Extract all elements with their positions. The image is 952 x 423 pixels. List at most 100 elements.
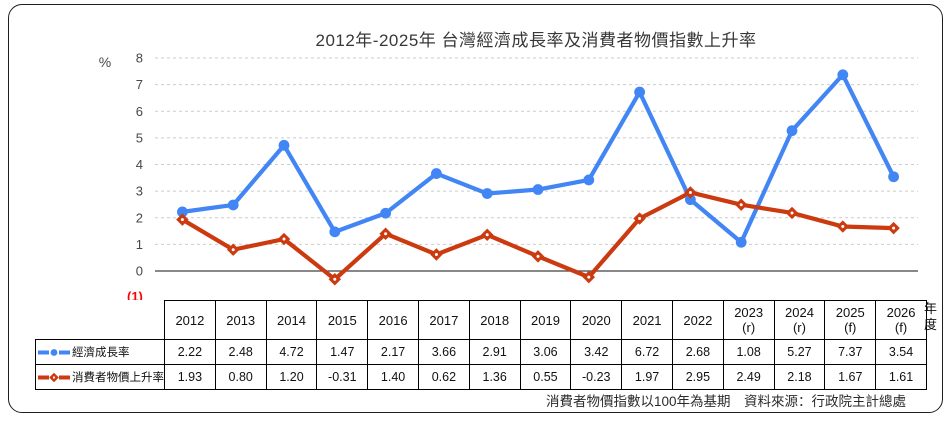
data-point-diamond-dot — [434, 252, 438, 256]
value-cell: 3.66 — [417, 339, 470, 365]
footnote: 消費者物價指數以100年為基期 資料來源：行政院主計總處 — [545, 394, 906, 409]
data-point-circle — [380, 207, 391, 219]
value-cell: 0.55 — [519, 364, 572, 390]
year-header-cell: 2023 (r) — [722, 300, 775, 340]
cpi-series-line — [180, 190, 896, 282]
y-tick-label: 5 — [136, 130, 143, 145]
line-chart: 0 1 2 3 4 5 6 7 8% — [99, 51, 918, 286]
data-point-circle — [837, 69, 849, 81]
value-cell: 4.72 — [265, 339, 318, 365]
y-tick-label: 2 — [136, 210, 143, 225]
year-header-cell: 2022 — [671, 300, 724, 340]
year-header-cell: 2019 — [519, 300, 572, 340]
value-cell: 0.80 — [214, 364, 267, 390]
year-header-cell: 2024 (r) — [773, 300, 826, 340]
legend-icon-part — [38, 375, 49, 379]
value-cell: 1.67 — [824, 364, 877, 390]
card-border — [8, 4, 943, 413]
year-header-cell: 2012 — [164, 300, 216, 340]
value-cell: 2.49 — [722, 364, 775, 390]
cpi-data-row: 消費者物價上升率 1.93 0.80 1.20 -0.31 1.40 0.62 1.36 0.5… — [35, 364, 927, 390]
year-header-cell: 2025 (f) — [824, 300, 877, 340]
data-point-diamond-dot — [739, 203, 743, 207]
growth-series-line — [180, 72, 896, 245]
legend-icon-part — [59, 375, 70, 379]
year-header-cell: 2014 — [265, 300, 318, 340]
table-corner-cell — [36, 301, 165, 340]
year-header-cell: 2017 — [417, 300, 470, 340]
data-point-circle — [481, 188, 493, 199]
y-tick-label: 1 — [136, 237, 143, 252]
data-point-diamond-dot — [180, 218, 184, 222]
value-cell: 3.06 — [519, 339, 572, 365]
data-point-diamond-dot — [688, 190, 692, 194]
value-cell: -0.23 — [570, 364, 623, 390]
value-cell: 6.72 — [621, 339, 673, 365]
value-cell: 0.62 — [417, 364, 470, 390]
value-cell: 2.91 — [468, 339, 521, 365]
chart-title: 2012年-2025年 台灣經濟成長率及消費者物價指數上升率 — [315, 31, 757, 50]
data-point-circle — [177, 206, 188, 218]
y-tick-label: 0 — [136, 264, 143, 279]
data-point-diamond-dot — [384, 232, 388, 236]
value-cell: 1.08 — [722, 339, 775, 365]
legend-icon-part — [52, 375, 56, 379]
value-cell: 3.54 — [875, 339, 927, 365]
value-cell: 1.20 — [265, 364, 318, 390]
value-cell: 5.27 — [773, 339, 826, 365]
year-header-cell: 2018 — [468, 300, 521, 340]
value-cell: 1.97 — [621, 364, 673, 390]
value-cell: 2.48 — [214, 339, 267, 365]
value-cell: 1.61 — [875, 364, 927, 390]
cpi-legend-icon — [38, 372, 70, 382]
data-point-diamond-dot — [485, 233, 489, 237]
data-point-circle — [685, 194, 696, 206]
data-point-circle — [888, 171, 899, 183]
year-header-cell: 2021 — [621, 300, 673, 340]
growth-data-row: 經濟成長率 2.22 2.48 4.72 1.47 2.17 3.66 2.91 3.06 3.4… — [35, 339, 927, 365]
year-header-cell: 2026 (f) — [875, 300, 927, 340]
data-point-circle — [735, 236, 747, 248]
series-legend-cell: 消費者物價上升率 — [35, 364, 165, 390]
series-name: 消費者物價上升率 — [72, 372, 164, 384]
value-cell: 1.47 — [316, 339, 369, 365]
series-name: 經濟成長率 — [72, 347, 130, 359]
y-tick-label: 3 — [136, 184, 143, 199]
data-point-diamond-dot — [282, 237, 286, 241]
y-tick-label: 4 — [136, 157, 143, 172]
data-point-circle — [278, 139, 290, 151]
data-point-diamond-dot — [333, 277, 337, 281]
y-axis-unit-label: % — [99, 54, 111, 70]
data-point-diamond-dot — [892, 226, 896, 230]
data-point-circle — [227, 199, 239, 211]
value-cell: 2.68 — [671, 339, 724, 365]
data-point-diamond-dot — [231, 248, 235, 252]
year-header-cell: 2016 — [367, 300, 419, 340]
data-point-diamond-dot — [790, 211, 794, 215]
year-header-row: 2012 2013 2014 2015 2016 2017 2018 2019 2020 2021… — [36, 300, 927, 340]
data-point-circle — [431, 168, 442, 179]
data-point-diamond-dot — [587, 275, 591, 279]
legend-icon-part — [38, 350, 49, 354]
year-header-cell: 2013 — [214, 300, 267, 340]
data-point-diamond-dot — [841, 225, 845, 229]
y-tick-label: 7 — [136, 77, 143, 92]
value-cell: 2.22 — [164, 339, 216, 365]
series-legend: 經濟成長率 — [37, 344, 164, 360]
data-point-circle — [634, 86, 645, 98]
y-tick-label: 6 — [136, 104, 143, 119]
data-point-circle — [329, 226, 341, 238]
year-header-cell: 2015 — [316, 300, 369, 340]
series-legend: 消費者物價上升率 — [37, 369, 164, 385]
year-header-cell: 2020 — [570, 300, 623, 340]
series-legend-cell: 經濟成長率 — [35, 339, 165, 365]
legend-icon-part — [50, 348, 58, 356]
data-point-circle — [532, 184, 544, 195]
data-point-circle — [583, 174, 595, 186]
value-cell: 1.36 — [468, 364, 521, 390]
data-point-diamond-dot — [536, 254, 540, 258]
value-cell: 2.17 — [367, 339, 419, 365]
data-table: 2012 2013 2014 2015 2016 2017 2018 2019 2020 2021… — [35, 300, 927, 390]
value-cell: 2.95 — [671, 364, 724, 390]
